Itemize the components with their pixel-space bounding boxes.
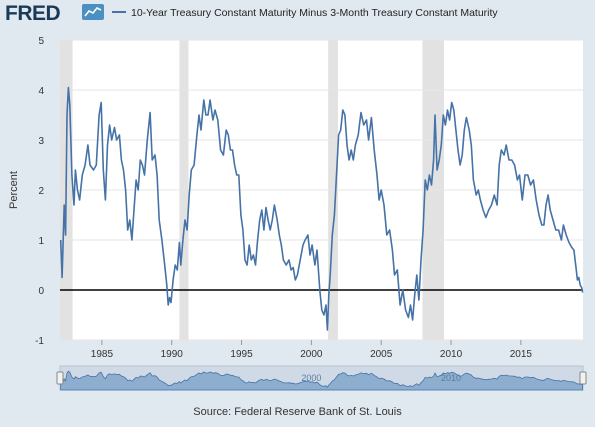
navigator-area <box>60 370 583 391</box>
fred-logo[interactable]: FRED <box>5 2 61 25</box>
range-navigator[interactable]: 2000 2010 <box>56 365 587 391</box>
y-tick-label: 0 <box>38 286 44 297</box>
x-tick-label: 1995 <box>230 349 253 360</box>
y-tick-label: 5 <box>38 36 44 47</box>
y-tick-label: 1 <box>38 236 44 247</box>
x-tick-label: 1985 <box>91 349 114 360</box>
x-tick-label: 2005 <box>370 349 393 360</box>
y-axis-ticks: -1 0 1 2 3 4 5 <box>35 36 44 347</box>
chart-header: FRED 10-Year Treasury Constant Maturity … <box>0 0 595 30</box>
legend-swatch <box>112 11 126 14</box>
legend-label: 10-Year Treasury Constant Maturity Minus… <box>131 7 498 19</box>
y-tick-label: 2 <box>38 186 44 197</box>
series-line[interactable] <box>59 86 584 331</box>
x-tick-label: 2015 <box>510 349 533 360</box>
navigator-label: 2010 <box>441 373 461 383</box>
navigator-handle-left[interactable] <box>56 371 64 385</box>
y-axis-label: Percent <box>8 171 20 209</box>
navigator-label: 2000 <box>301 373 321 383</box>
legend[interactable]: 10-Year Treasury Constant Maturity Minus… <box>112 7 498 21</box>
chart[interactable]: -1 0 1 2 3 4 5 1985 1990 1995 2000 2005 2010 2015 Pe… <box>0 0 595 400</box>
x-axis-ticks: 1985 1990 1995 2000 2005 2010 2015 <box>91 340 533 360</box>
y-tick-label: 4 <box>38 86 44 97</box>
y-tick-label: -1 <box>35 336 44 347</box>
line-chart-icon <box>82 4 104 20</box>
x-tick-label: 2010 <box>440 349 463 360</box>
navigator-labels: 2000 2010 <box>301 373 461 383</box>
x-tick-label: 2000 <box>300 349 323 360</box>
source-note: Source: Federal Reserve Bank of St. Loui… <box>193 406 402 418</box>
x-tick-label: 1990 <box>161 349 184 360</box>
navigator-handle-right[interactable] <box>579 371 587 385</box>
y-tick-label: 3 <box>38 136 44 147</box>
